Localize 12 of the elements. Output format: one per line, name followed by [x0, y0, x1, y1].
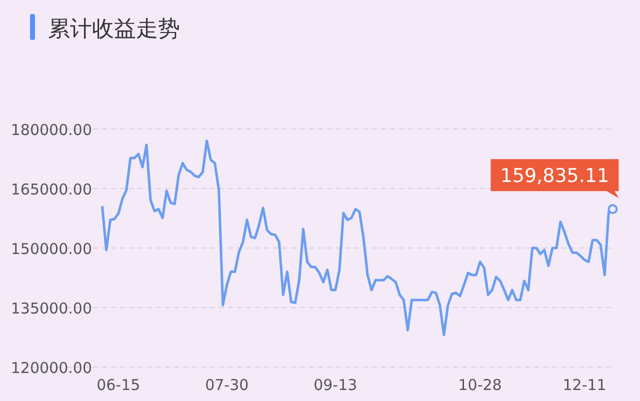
x-tick-label: 09-13: [314, 376, 358, 394]
y-tick-label: 180000.00: [10, 121, 92, 139]
y-tick-label: 120000.00: [10, 359, 92, 377]
chart-title: 累计收益走势: [48, 17, 180, 42]
y-tick-label: 150000.00: [10, 240, 92, 258]
x-tick-label: 12-11: [562, 376, 606, 394]
y-tick-label: 165000.00: [10, 180, 92, 198]
x-tick-label: 06-15: [96, 376, 140, 394]
y-tick-label: 135000.00: [10, 300, 92, 318]
x-tick-label: 07-30: [205, 376, 249, 394]
x-tick-label: 10-28: [458, 376, 502, 394]
annotation: 159,835.11: [500, 165, 610, 188]
